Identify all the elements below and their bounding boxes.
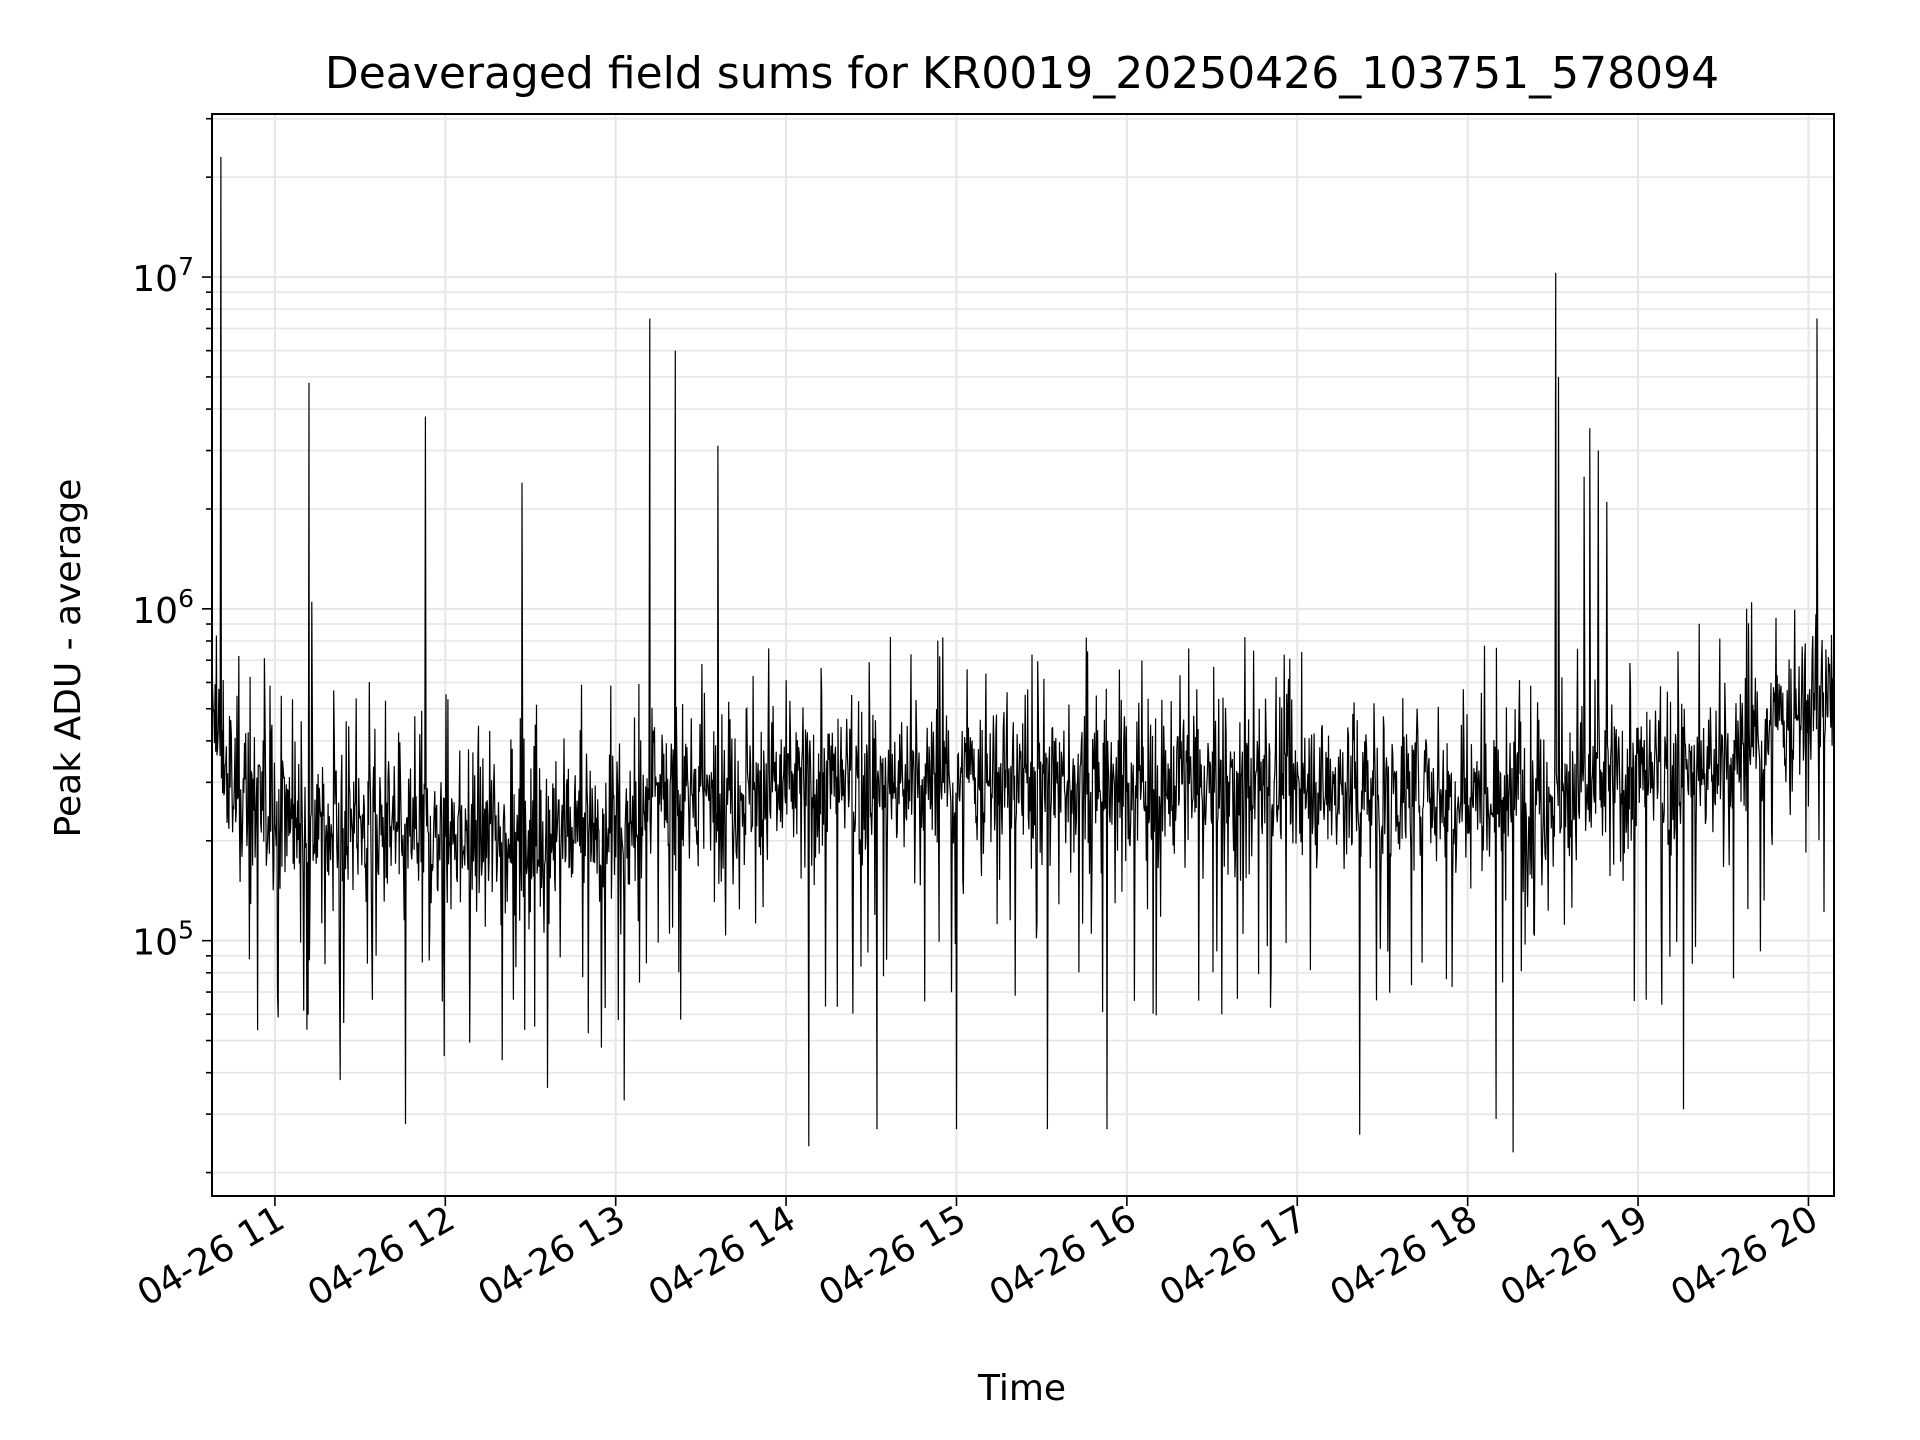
series-line [211,156,1835,1153]
x-axis-label: Time [977,1368,1066,1409]
y-tick-exponent: 5 [178,916,194,945]
y-tick-base: 10 [132,923,178,964]
y-tick-label: 105 [132,916,194,964]
y-tick-exponent: 7 [178,252,194,281]
y-tick-base: 10 [132,259,178,300]
y-tick-base: 10 [132,591,178,632]
y-axis-label: Peak ADU - average [48,479,89,838]
y-tick-label: 106 [132,584,194,632]
chart-title: Deaveraged field sums for KR0019_2025042… [325,48,1719,99]
y-tick-exponent: 6 [178,584,194,613]
data-series [211,156,1835,1153]
plot-frame [211,113,1835,1197]
y-tick-label: 107 [132,252,194,300]
